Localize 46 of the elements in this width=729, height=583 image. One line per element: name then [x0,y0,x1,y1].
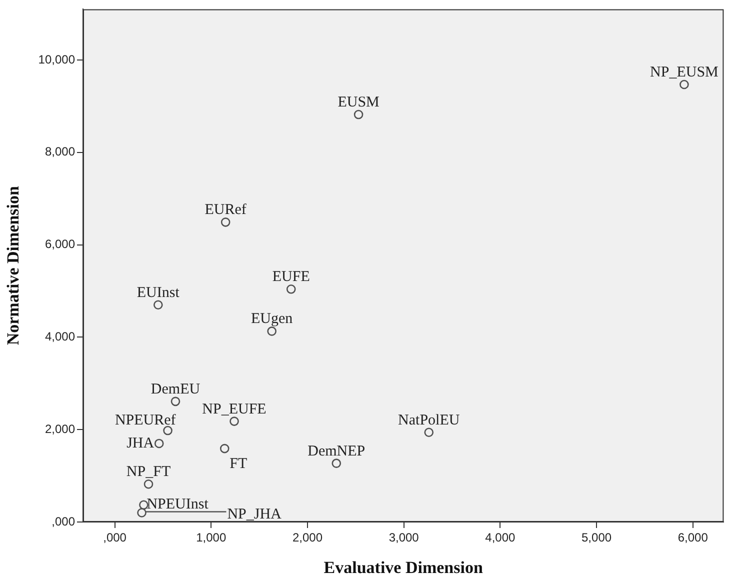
point [144,479,154,489]
series-label: DemNEP [308,443,366,460]
series-label: NP_FT [126,464,171,480]
y-axis-title: Normative Dimension [4,186,23,346]
x-tick-label: 6,000 [678,530,708,545]
text: NP_JHA [227,506,282,523]
series-label: NatPolEU [398,412,460,428]
point [230,416,239,426]
series-label: FT [230,456,248,472]
series-label: DemEU [150,381,200,398]
point [332,458,342,468]
series-label: EUFE [272,269,310,286]
series-label: NP_EUFE [202,401,266,418]
y-tick-label: ,000 [52,514,76,528]
point [424,428,434,438]
point [680,80,689,90]
point [154,300,163,310]
x-tick-label: 4,000 [485,530,516,545]
y-tick-label: 2,000 [44,422,76,436]
point [286,284,296,294]
x-tick-label: ,000 [103,530,127,545]
series-label: NPEURef [114,412,176,429]
series-label: EUInst [136,284,180,301]
point [137,508,146,518]
x-tick-label: 3,000 [388,530,420,545]
y-tick-label: 10,000 [38,52,76,66]
series-label: EUSM [338,94,380,111]
series-label: EURef [204,202,246,218]
y-tick-label: 6,000 [44,237,76,252]
point [220,218,230,227]
x-tick-label: 2,000 [292,530,323,545]
series-label: JHA [126,435,154,452]
x-tick-label: 1,000 [196,530,226,545]
series-label: EUgen [251,311,294,328]
y-tick-label: 8,000 [44,144,76,159]
point [154,438,164,448]
point [163,426,172,436]
x-axis-title: Evaluative Dimension [324,558,484,578]
point [170,396,180,406]
x-tick-label: 5,000 [582,530,612,545]
point [354,110,364,120]
series-label: NPEUInst [146,496,210,512]
point [267,326,276,336]
point [220,444,230,454]
y-tick-label: 4,000 [44,330,76,344]
series-label: NP_EUSM [650,64,718,81]
